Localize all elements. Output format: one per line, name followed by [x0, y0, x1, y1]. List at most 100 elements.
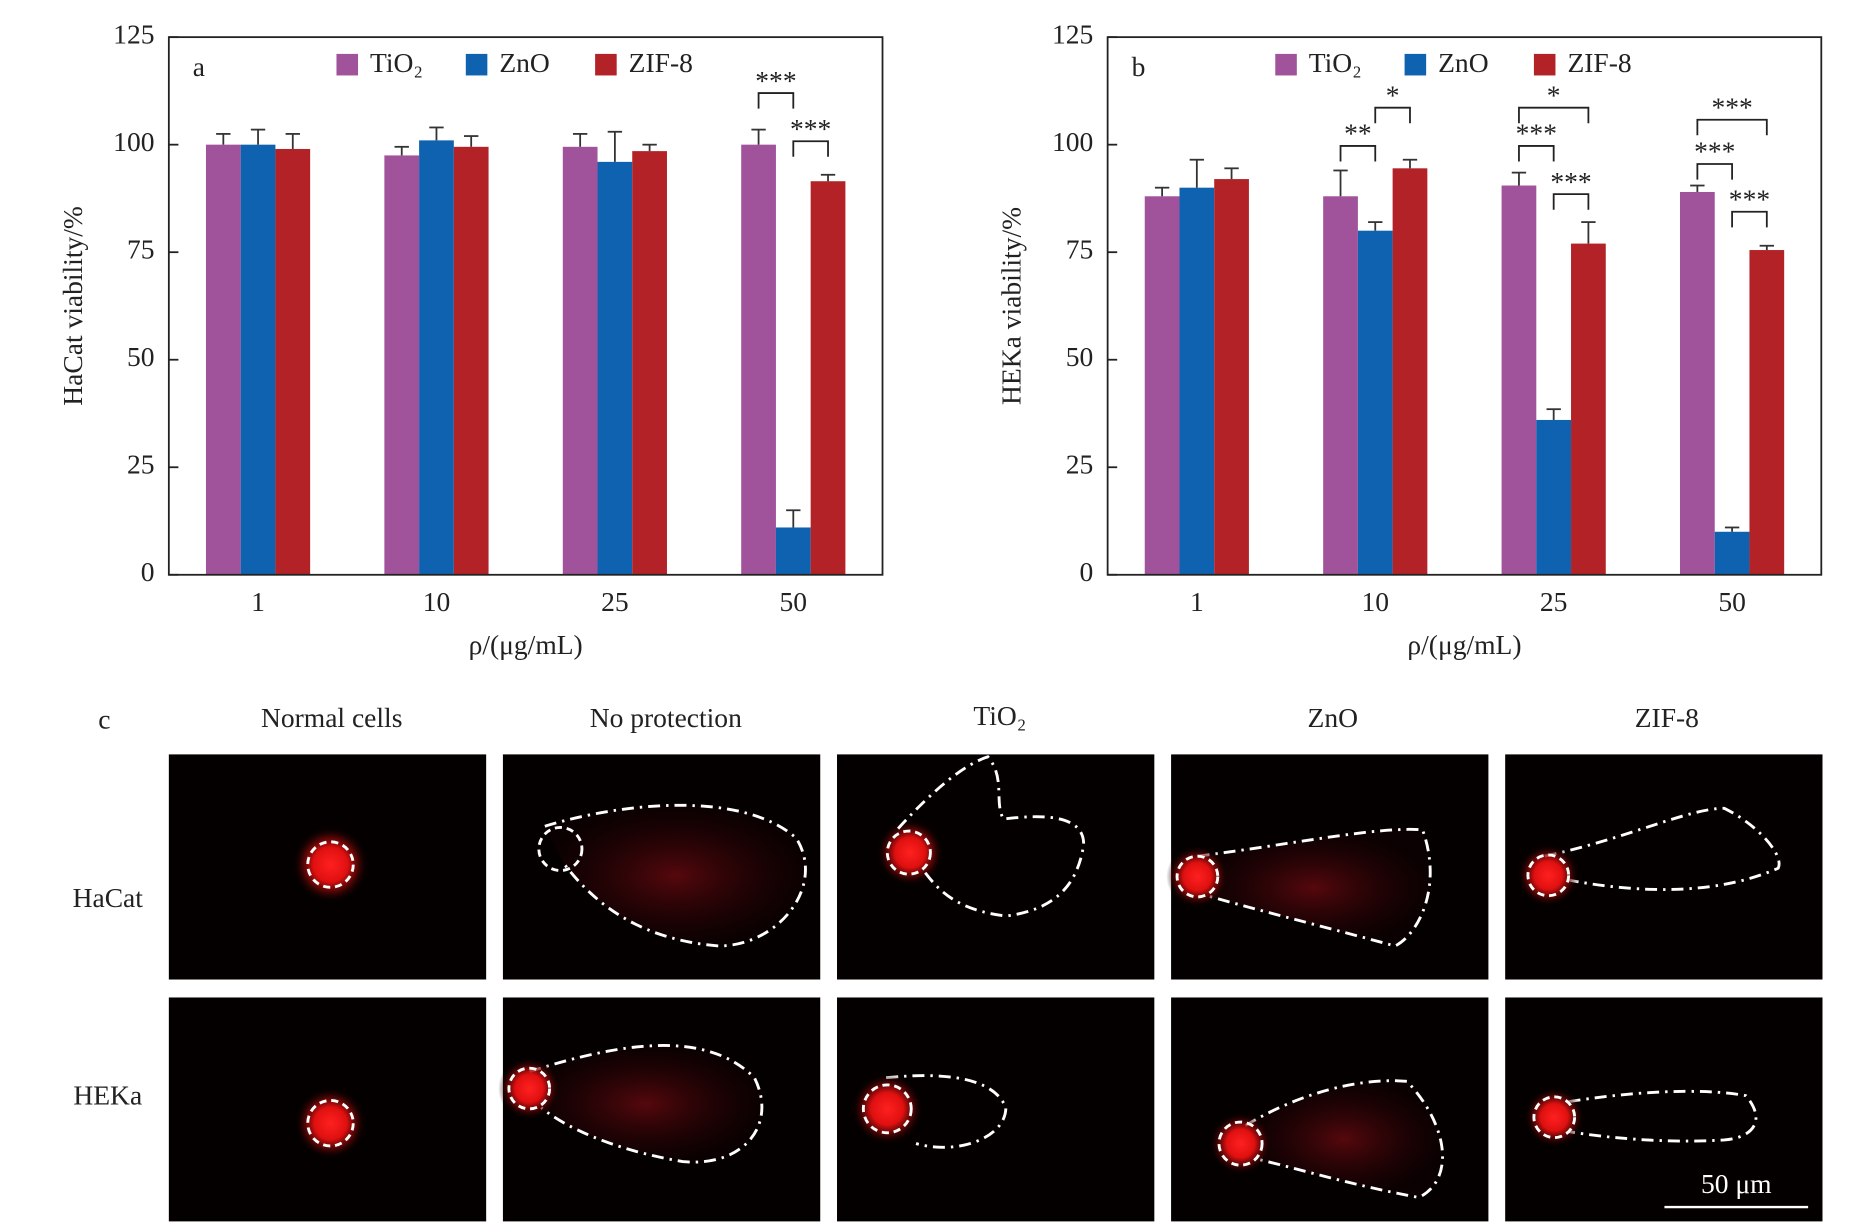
significance-label: ***	[1516, 118, 1557, 149]
significance-label: *	[1547, 79, 1561, 110]
comet-head	[292, 826, 369, 903]
cell-outline	[897, 755, 1086, 918]
x-tick-label: 1	[1190, 586, 1204, 617]
bar	[453, 146, 489, 575]
column-title: TiO₂	[973, 700, 1026, 731]
significance-label: ***	[790, 113, 831, 144]
error-bar	[751, 128, 766, 145]
error-bar	[464, 135, 479, 147]
error-bar	[285, 133, 300, 149]
scale-bar-label: 50 μm	[1701, 1168, 1772, 1199]
x-axis-label: ρ/(μg/mL)	[469, 629, 583, 660]
significance-label: **	[1344, 118, 1372, 149]
y-tick-label: 100	[1052, 126, 1093, 157]
comet-head	[1166, 845, 1229, 908]
y-tick-label: 100	[113, 126, 154, 157]
y-tick-label: 25	[1066, 449, 1094, 480]
bar	[1323, 196, 1358, 575]
cell-outline	[1568, 1089, 1758, 1143]
plot-frame	[167, 36, 884, 576]
legend-label: ZIF-8	[1567, 47, 1631, 78]
x-tick-label: 50	[780, 586, 808, 617]
error-bar	[786, 509, 801, 528]
bar	[1179, 187, 1215, 575]
cell-outline	[1197, 827, 1432, 948]
significance-bracket	[1339, 145, 1377, 162]
error-bar	[429, 126, 444, 141]
bar	[741, 144, 776, 575]
significance-bracket	[1696, 163, 1733, 180]
row-label: HaCat	[73, 882, 144, 913]
error-bar	[1546, 408, 1561, 420]
nucleus-outline	[1217, 1120, 1264, 1167]
nucleus-outline	[537, 826, 584, 872]
y-tick-label: 50	[1066, 341, 1094, 372]
significance-bracket	[1552, 193, 1590, 210]
y-tick-label: 125	[113, 18, 154, 49]
legend-label: TiO₂	[370, 47, 423, 78]
column-title: ZIF-8	[1635, 702, 1699, 733]
bar	[1571, 243, 1606, 575]
bar	[1144, 196, 1180, 575]
significance-bracket	[1696, 118, 1768, 136]
bar	[1536, 419, 1572, 575]
bar	[275, 148, 311, 575]
error-bar	[820, 173, 836, 182]
bar	[1214, 179, 1249, 575]
significance-label: ***	[1711, 91, 1752, 122]
y-axis-label: HEKa viability/%	[996, 207, 1027, 405]
error-bar	[1154, 186, 1170, 197]
comet-head	[294, 1087, 367, 1160]
nucleus-outline	[306, 840, 355, 889]
nucleus-outline	[1175, 854, 1220, 899]
comet-head	[1517, 844, 1580, 907]
cell-outline	[1244, 1079, 1444, 1199]
error-bar	[1224, 167, 1239, 180]
comet-head	[498, 1057, 561, 1120]
bar	[1714, 531, 1750, 575]
legend-label: ZIF-8	[629, 47, 693, 78]
y-axis-label: HaCat viability/%	[57, 206, 88, 406]
cell-outline	[1544, 806, 1781, 891]
x-tick-label: 50	[1718, 586, 1746, 617]
column-title: ZnO	[1308, 702, 1358, 733]
y-tick-label: 50	[127, 341, 155, 372]
plot-frame	[1106, 36, 1823, 576]
y-tick-label: 75	[127, 234, 155, 265]
error-bar	[1333, 169, 1348, 197]
y-tick-label: 75	[1066, 234, 1094, 265]
legend-swatch	[1404, 53, 1427, 76]
significance-label: ***	[1729, 183, 1770, 214]
comet-head	[876, 819, 944, 887]
significance-bracket	[792, 140, 829, 157]
panel-label: b	[1132, 51, 1146, 82]
nucleus-outline	[1526, 853, 1571, 898]
y-tick-label: 125	[1052, 18, 1093, 49]
error-bar	[642, 143, 657, 152]
nucleus-outline	[507, 1066, 552, 1111]
bar	[1392, 168, 1428, 575]
significance-bracket	[1731, 210, 1768, 228]
micrographs: c Normal cells No protection TiO₂ ZnO ZI…	[73, 700, 1823, 1222]
x-tick-label: 25	[601, 586, 629, 617]
error-bar	[250, 128, 266, 145]
x-tick-label: 1	[251, 586, 265, 617]
error-bar	[572, 133, 588, 147]
x-axis-label: ρ/(μg/mL)	[1407, 629, 1521, 660]
error-bar	[1402, 158, 1418, 169]
error-bar	[1368, 221, 1383, 231]
legend-swatch	[1275, 53, 1297, 76]
bar	[205, 144, 241, 575]
nucleus-outline	[306, 1099, 355, 1148]
error-bar	[1511, 171, 1527, 186]
bar	[240, 144, 276, 575]
bar	[810, 181, 846, 575]
significance-bracket	[1518, 145, 1555, 162]
nucleus-outline	[861, 1083, 913, 1135]
significance-label: ***	[1694, 136, 1735, 167]
chart: 0 25 50 75 100 125 1 10 25 50 TiO₂ ZnO ZIF-8 a HaCat v…	[57, 18, 884, 660]
x-tick-label: 25	[1540, 586, 1568, 617]
row-label: HEKa	[73, 1079, 142, 1110]
significance-bracket	[757, 92, 795, 109]
